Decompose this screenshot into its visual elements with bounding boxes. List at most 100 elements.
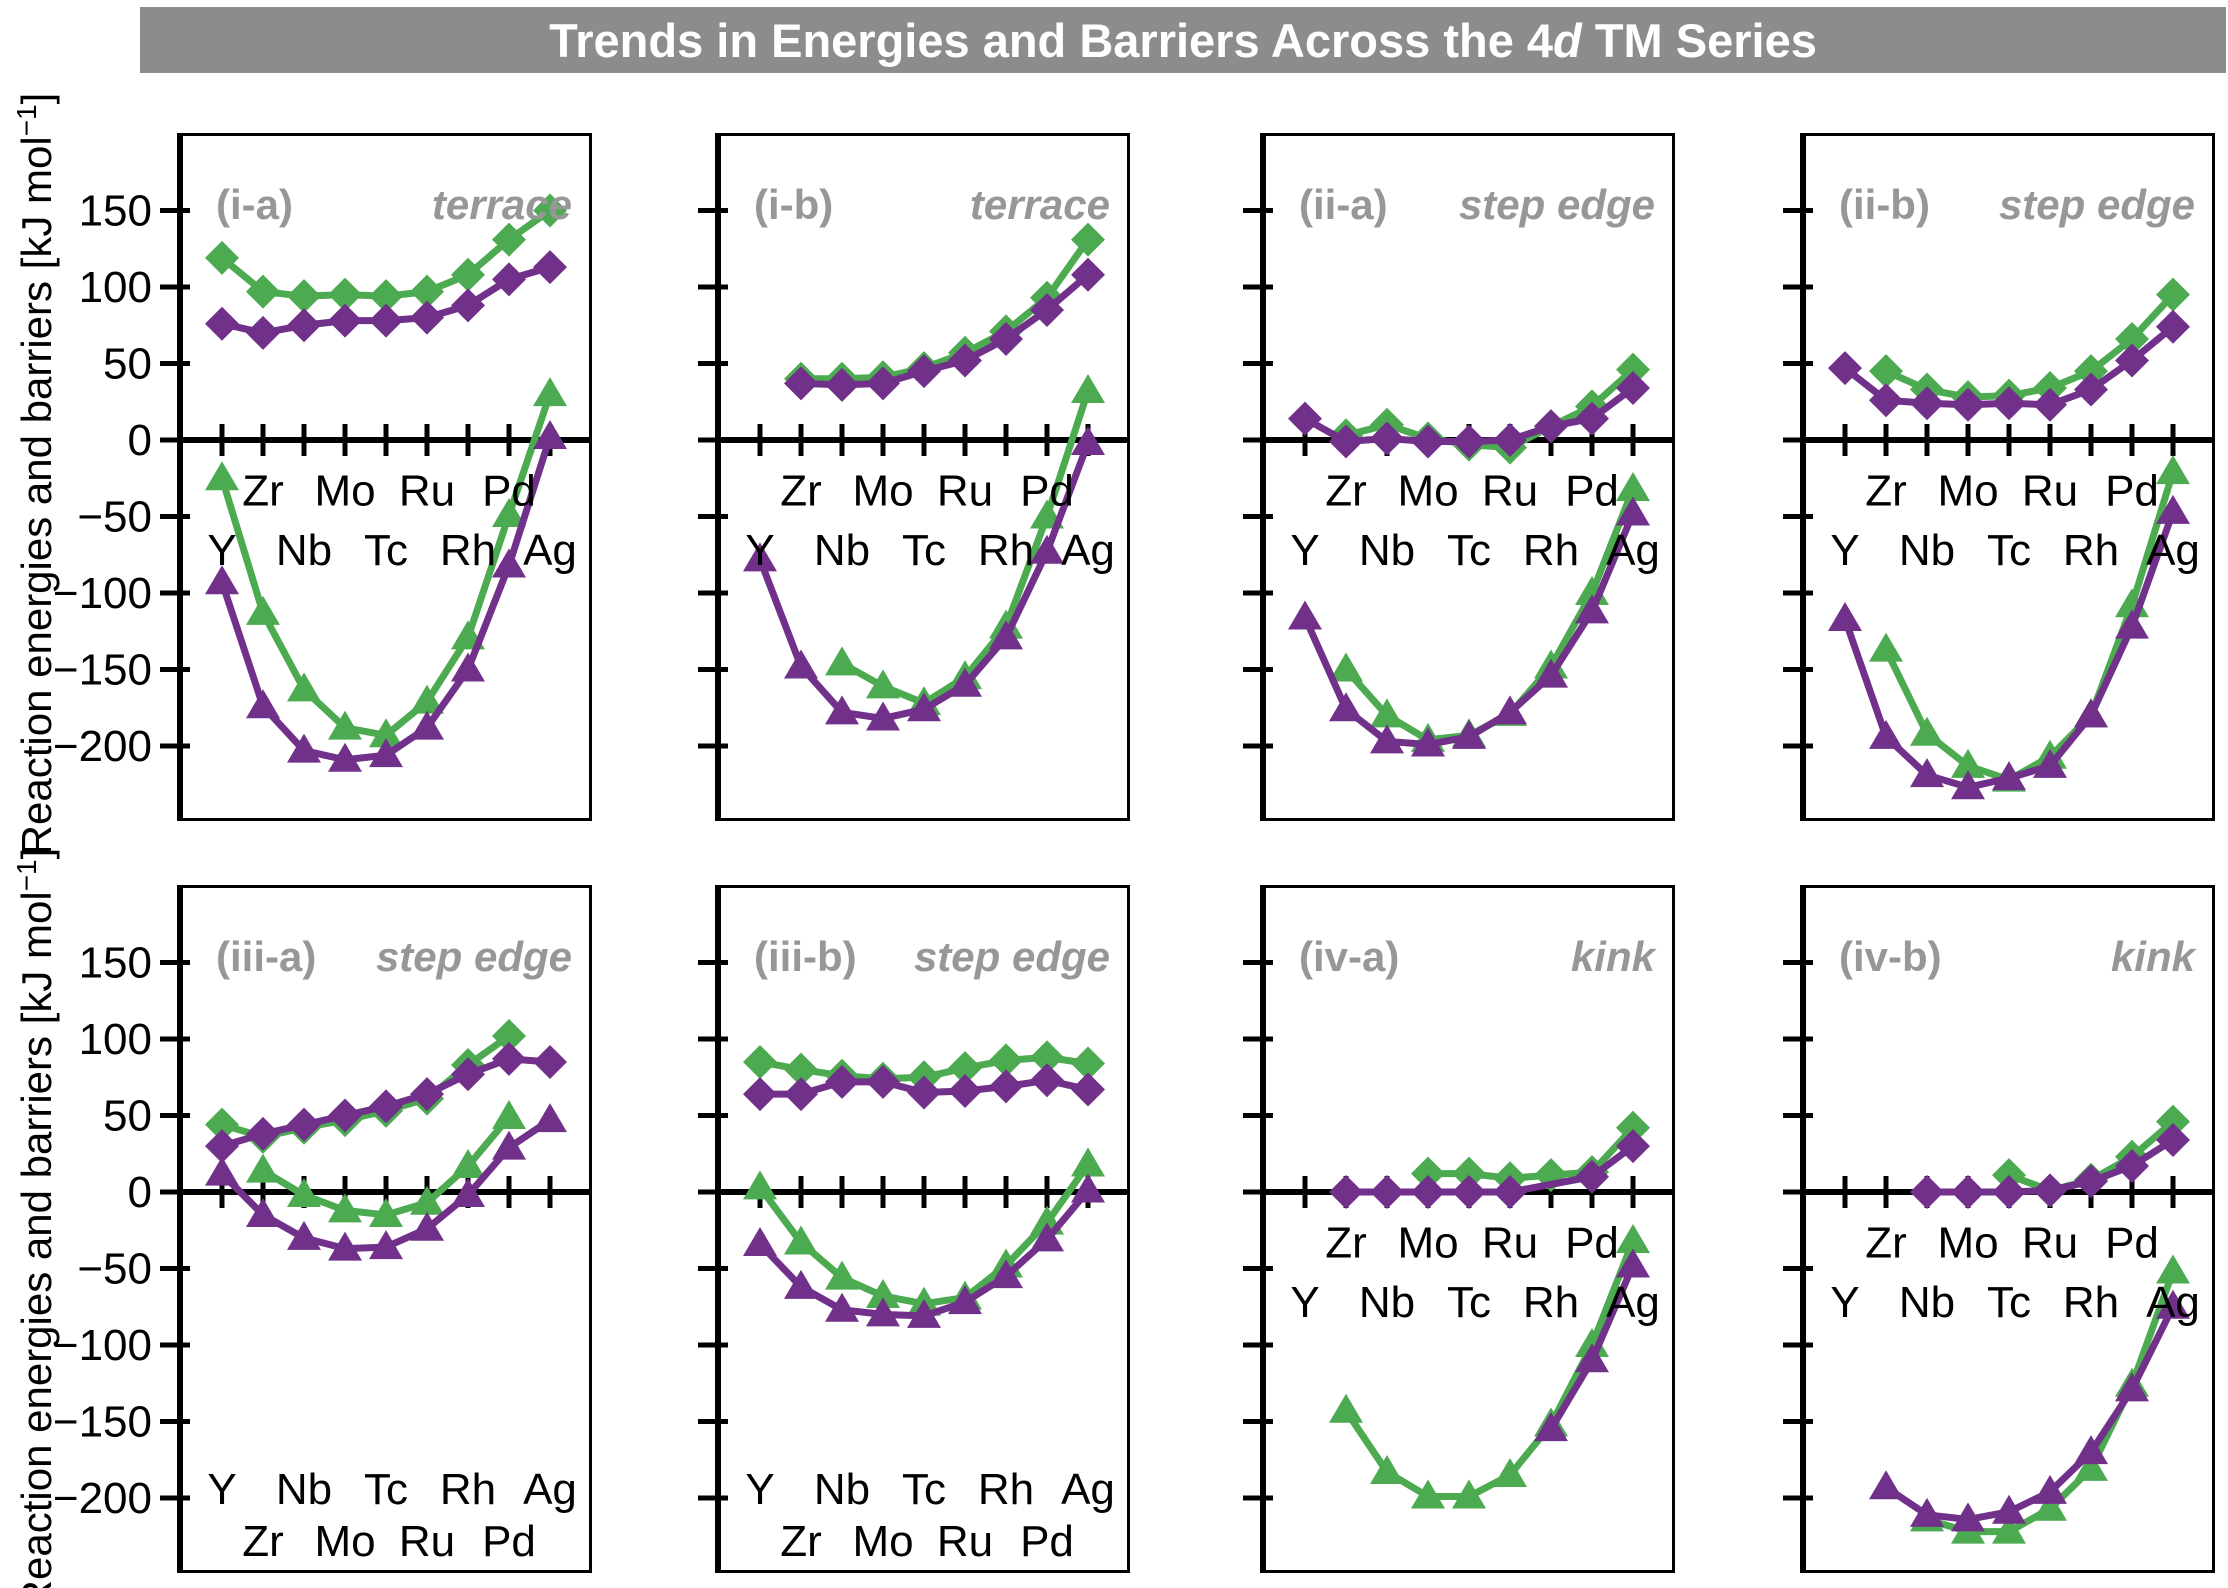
series-purple-triangles bbox=[205, 1103, 567, 1261]
series-green-diamonds bbox=[1869, 277, 2190, 415]
svg-text:−50: −50 bbox=[77, 1245, 152, 1294]
series-purple-triangles bbox=[743, 1173, 1105, 1328]
series-purple-triangles bbox=[1534, 1248, 1650, 1442]
svg-text:Tc: Tc bbox=[364, 526, 408, 575]
svg-text:Ag: Ag bbox=[2146, 1278, 2200, 1327]
svg-text:Mo: Mo bbox=[852, 466, 913, 515]
svg-text:Nb: Nb bbox=[1359, 526, 1415, 575]
svg-text:Y: Y bbox=[1290, 1278, 1319, 1327]
svg-text:Nb: Nb bbox=[276, 526, 332, 575]
svg-text:Ru: Ru bbox=[937, 466, 993, 515]
svg-text:Tc: Tc bbox=[1987, 526, 2031, 575]
svg-text:Tc: Tc bbox=[1987, 1278, 2031, 1327]
svg-text:Zr: Zr bbox=[242, 466, 284, 515]
subplot-ii-b: Zr Mo Ru Pd Y Nb Tc Rh Ag (ii-b) step edge bbox=[1673, 130, 2218, 824]
svg-text:Nb: Nb bbox=[1899, 1278, 1955, 1327]
svg-text:Rh: Rh bbox=[440, 526, 496, 575]
panel-id-label: (iv-a) bbox=[1299, 933, 1399, 980]
series-purple-triangles bbox=[1288, 496, 1650, 757]
svg-text:Zr: Zr bbox=[780, 466, 822, 515]
subplot-iii-b: Y Nb Tc Rh Ag Zr Mo Ru Pd (iii-b) step edge bbox=[588, 882, 1133, 1576]
y-axis-ticks bbox=[1243, 208, 1273, 749]
svg-text:Tc: Tc bbox=[364, 1465, 408, 1514]
svg-text:Mo: Mo bbox=[852, 1517, 913, 1566]
series-green-diamonds bbox=[205, 193, 567, 314]
series-purple-diamonds bbox=[1828, 309, 2190, 422]
svg-text:Pd: Pd bbox=[1565, 1218, 1619, 1267]
y-axis-ticks bbox=[698, 208, 728, 749]
chart-(ii-a): Zr Mo Ru Pd Y Nb Tc Rh Ag (ii-a) step edge bbox=[1243, 130, 1678, 824]
x-axis bbox=[180, 424, 592, 456]
svg-text:Ru: Ru bbox=[2022, 1218, 2078, 1267]
series-green-triangles bbox=[205, 377, 567, 748]
series-green-diamonds bbox=[1411, 1110, 1650, 1196]
svg-text:Ag: Ag bbox=[1061, 526, 1115, 575]
site-label: step edge bbox=[1459, 181, 1655, 228]
svg-text:Ru: Ru bbox=[1482, 466, 1538, 515]
svg-text:Y: Y bbox=[1830, 526, 1859, 575]
chart-(ii-b): Zr Mo Ru Pd Y Nb Tc Rh Ag (ii-b) step edge bbox=[1783, 130, 2218, 824]
svg-text:Mo: Mo bbox=[1937, 1218, 1998, 1267]
svg-text:Mo: Mo bbox=[1937, 466, 1998, 515]
svg-text:Pd: Pd bbox=[2105, 466, 2159, 515]
figure-title: Trends in Energies and Barriers Across t… bbox=[549, 13, 1817, 67]
subplot-iv-a: Zr Mo Ru Pd Y Nb Tc Rh Ag (iv-a) kink bbox=[1133, 882, 1678, 1576]
chart-(i-b): Zr Mo Ru Pd Y Nb Tc Rh Ag (i-b) terrace bbox=[698, 130, 1133, 824]
subplot-ii-a: Zr Mo Ru Pd Y Nb Tc Rh Ag (ii-a) step edge bbox=[1133, 130, 1678, 824]
svg-text:100: 100 bbox=[79, 263, 152, 312]
svg-text:−200: −200 bbox=[53, 1474, 152, 1523]
svg-text:−150: −150 bbox=[53, 646, 152, 695]
svg-text:Pd: Pd bbox=[482, 1517, 536, 1566]
svg-text:Pd: Pd bbox=[2105, 1218, 2159, 1267]
series-purple-diamonds bbox=[784, 257, 1105, 402]
svg-text:Y: Y bbox=[1290, 526, 1319, 575]
svg-text:Rh: Rh bbox=[440, 1465, 496, 1514]
svg-text:Nb: Nb bbox=[276, 1465, 332, 1514]
chart-(iii-a): 150 100 50 0 −50 −100 −150 −200 Y Nb Tc Rh Ag Zr Mo Ru P… bbox=[53, 882, 595, 1576]
series-purple-diamonds bbox=[1288, 370, 1650, 459]
svg-text:Tc: Tc bbox=[902, 1465, 946, 1514]
svg-text:100: 100 bbox=[79, 1015, 152, 1064]
svg-text:Y: Y bbox=[1830, 1278, 1859, 1327]
svg-text:Ag: Ag bbox=[523, 1465, 577, 1514]
y-axis-ticks bbox=[1783, 960, 1813, 1501]
svg-text:Zr: Zr bbox=[1325, 1218, 1367, 1267]
svg-text:0: 0 bbox=[128, 1168, 152, 1217]
svg-text:Ag: Ag bbox=[2146, 526, 2200, 575]
svg-text:Ru: Ru bbox=[2022, 466, 2078, 515]
svg-text:Ag: Ag bbox=[523, 526, 577, 575]
y-tick-labels: 150 100 50 0 −50 −100 −150 −200 bbox=[53, 939, 152, 1524]
svg-text:Mo: Mo bbox=[1397, 466, 1458, 515]
y-axis-ticks bbox=[160, 960, 190, 1501]
svg-text:Zr: Zr bbox=[242, 1517, 284, 1566]
svg-text:Rh: Rh bbox=[978, 526, 1034, 575]
element-labels: Y Nb Tc Rh Ag Zr Mo Ru Pd bbox=[745, 1465, 1115, 1566]
series-purple-triangles bbox=[205, 419, 567, 772]
series-purple-triangles bbox=[1828, 494, 2190, 800]
panel-id-label: (iii-b) bbox=[754, 933, 857, 980]
svg-text:Y: Y bbox=[207, 1465, 236, 1514]
chart-(iv-b): Zr Mo Ru Pd Y Nb Tc Rh Ag (iv-b) kink bbox=[1783, 882, 2218, 1576]
svg-text:150: 150 bbox=[79, 939, 152, 988]
svg-text:0: 0 bbox=[128, 416, 152, 465]
series-purple-diamonds bbox=[1329, 1129, 1650, 1209]
chart-(iv-a): Zr Mo Ru Pd Y Nb Tc Rh Ag (iv-a) kink bbox=[1243, 882, 1678, 1576]
svg-text:Tc: Tc bbox=[1447, 526, 1491, 575]
series-purple-diamonds bbox=[743, 1063, 1105, 1112]
svg-text:Ru: Ru bbox=[399, 1517, 455, 1566]
y-axis-ticks bbox=[698, 960, 728, 1501]
svg-text:Y: Y bbox=[745, 1465, 774, 1514]
subplot-i-b: Zr Mo Ru Pd Y Nb Tc Rh Ag (i-b) terrace bbox=[588, 130, 1133, 824]
y-axis-ticks bbox=[1783, 208, 1813, 749]
subplot-iii-a: 150 100 50 0 −50 −100 −150 −200 Y Nb Tc Rh Ag Zr Mo Ru P… bbox=[50, 882, 595, 1576]
svg-text:−150: −150 bbox=[53, 1398, 152, 1447]
svg-text:Ru: Ru bbox=[399, 466, 455, 515]
svg-text:Zr: Zr bbox=[1325, 466, 1367, 515]
svg-text:Zr: Zr bbox=[1865, 466, 1907, 515]
svg-text:50: 50 bbox=[103, 1092, 152, 1141]
svg-text:Zr: Zr bbox=[780, 1517, 822, 1566]
element-labels: Zr Mo Ru Pd Y Nb Tc Rh Ag bbox=[745, 466, 1115, 575]
svg-text:Rh: Rh bbox=[978, 1465, 1034, 1514]
svg-text:−200: −200 bbox=[53, 722, 152, 771]
